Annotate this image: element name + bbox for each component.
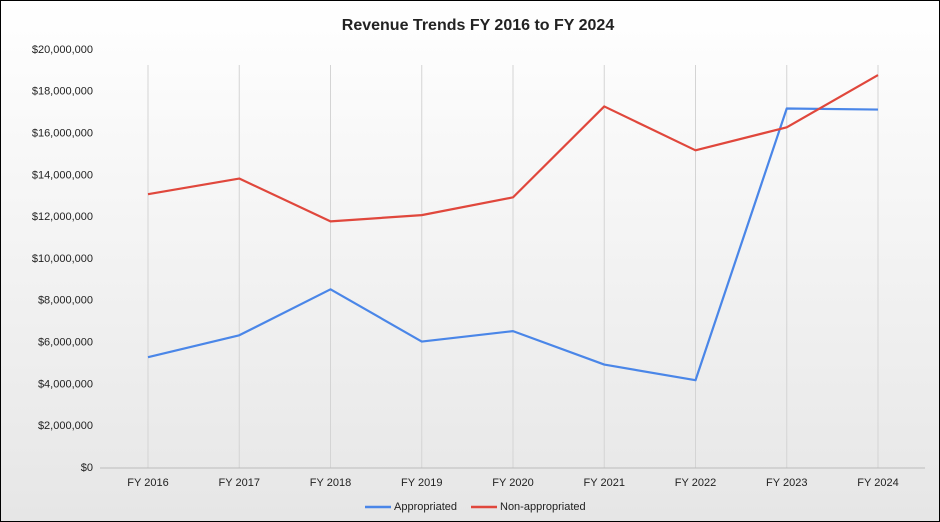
y-tick-label: $2,000,000 (38, 420, 93, 432)
y-tick-label: $20,000,000 (32, 44, 93, 56)
x-tick-label: FY 2019 (401, 477, 442, 489)
x-tick-label: FY 2018 (310, 477, 351, 489)
legend-label: Non-appropriated (500, 501, 586, 513)
y-tick-label: $12,000,000 (32, 211, 93, 223)
x-tick-label: FY 2020 (492, 477, 533, 489)
y-tick-label: $8,000,000 (38, 295, 93, 307)
x-tick-label: FY 2024 (857, 477, 898, 489)
legend-label: Appropriated (394, 501, 457, 513)
x-tick-label: FY 2021 (584, 477, 625, 489)
y-tick-label: $18,000,000 (32, 86, 93, 98)
y-tick-label: $14,000,000 (32, 169, 93, 181)
x-tick-label: FY 2017 (219, 477, 260, 489)
y-tick-label: $10,000,000 (32, 253, 93, 265)
y-tick-label: $6,000,000 (38, 337, 93, 349)
y-tick-label: $0 (81, 462, 93, 474)
chart-title: Revenue Trends FY 2016 to FY 2024 (342, 17, 615, 34)
series-line (147, 107, 879, 382)
series-line (147, 74, 879, 223)
y-tick-label: $16,000,000 (32, 128, 93, 140)
y-tick-label: $4,000,000 (38, 378, 93, 390)
x-tick-label: FY 2023 (766, 477, 807, 489)
x-tick-label: FY 2022 (675, 477, 716, 489)
x-tick-label: FY 2016 (127, 477, 168, 489)
